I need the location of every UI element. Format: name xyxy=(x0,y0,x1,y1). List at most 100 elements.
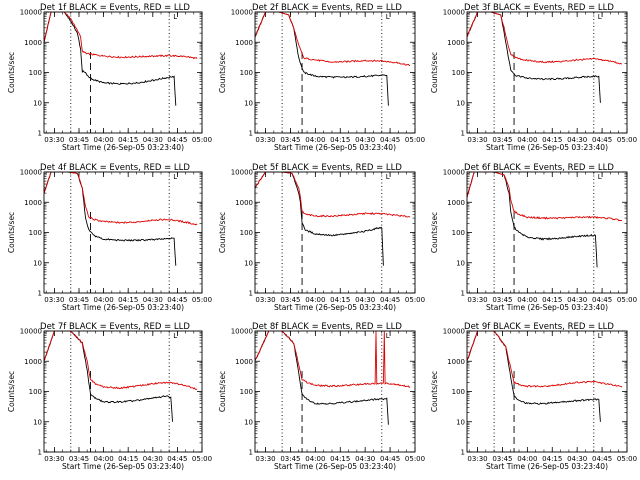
y-tick-label: 1000 xyxy=(24,358,42,366)
x-tick-label: 04:00 xyxy=(93,455,113,463)
x-tick-label: 05:00 xyxy=(405,136,425,144)
y-tick-label: 10 xyxy=(456,99,465,107)
chart-panel: Det 4f BLACK = Events, RED = LLD Counts/s… xyxy=(7,163,212,312)
x-tick-label: 04:45 xyxy=(592,136,612,144)
x-tick-label: 04:00 xyxy=(517,296,537,304)
x-axis-label: Start Time (26-Sep-05 03:23:40) xyxy=(274,303,396,312)
y-tick-label: 1 xyxy=(38,130,42,138)
x-tick-label: 04:00 xyxy=(305,455,325,463)
y-tick-label: 100 xyxy=(240,229,253,237)
panel-title: Det 9f BLACK = Events, RED = LLD xyxy=(464,322,614,332)
events-series-line xyxy=(467,12,601,103)
lld-series-line xyxy=(467,12,623,65)
x-tick-label: 04:30 xyxy=(355,136,375,144)
events-series-line xyxy=(44,331,173,422)
y-tick-label: 1000 xyxy=(235,358,253,366)
y-tick-label: 100 xyxy=(29,388,42,396)
chart-panel: Det 2f BLACK = Events, RED = LLD Counts/s… xyxy=(218,3,425,152)
x-axis-label: Start Time (26-Sep-05 03:23:40) xyxy=(62,462,184,471)
plot-frame xyxy=(254,330,416,453)
plot-frame xyxy=(43,11,203,134)
x-tick-label: 05:00 xyxy=(192,455,212,463)
plot-frame xyxy=(466,11,628,134)
x-tick-label: 05:00 xyxy=(617,455,637,463)
y-tick-label: 10 xyxy=(456,259,465,267)
y-axis-label: Counts/sec xyxy=(7,52,16,93)
y-axis-label: Counts/sec xyxy=(430,371,439,412)
plot-frame xyxy=(466,330,628,453)
l-marker-label: L xyxy=(386,173,390,181)
x-axis-label: Start Time (26-Sep-05 03:23:40) xyxy=(274,462,396,471)
chart-panel: Det 3f BLACK = Events, RED = LLD Counts/s… xyxy=(430,3,637,152)
x-tick-label: 03:30 xyxy=(255,455,275,463)
x-axis-label: Start Time (26-Sep-05 03:23:40) xyxy=(274,143,396,152)
x-tick-label: 04:45 xyxy=(167,136,187,144)
y-tick-label: 1 xyxy=(249,290,253,298)
x-tick-label: 05:00 xyxy=(192,296,212,304)
x-tick-label: 03:45 xyxy=(492,136,512,144)
y-tick-label: 100 xyxy=(29,69,42,77)
y-axis-label: Counts/sec xyxy=(430,52,439,93)
l-marker-label: L xyxy=(386,332,390,340)
panel-title: Det 4f BLACK = Events, RED = LLD xyxy=(40,163,190,173)
events-series-line xyxy=(255,172,384,266)
l-marker-label: L xyxy=(173,13,177,21)
x-tick-label: 04:30 xyxy=(143,455,163,463)
x-tick-label: 03:30 xyxy=(467,455,487,463)
chart-panel: Det 7f BLACK = Events, RED = LLD Counts/s… xyxy=(7,322,212,471)
events-series-line xyxy=(467,331,601,422)
x-axis-label: Start Time (26-Sep-05 03:23:40) xyxy=(486,303,608,312)
x-tick-label: 04:15 xyxy=(330,296,350,304)
y-tick-label: 100 xyxy=(240,69,253,77)
x-tick-label: 04:00 xyxy=(305,296,325,304)
y-tick-label: 1 xyxy=(249,130,253,138)
x-tick-label: 04:00 xyxy=(93,296,113,304)
x-tick-label: 03:45 xyxy=(69,136,89,144)
panel-title: Det 6f BLACK = Events, RED = LLD xyxy=(464,163,614,173)
chart-panel: Det 6f BLACK = Events, RED = LLD Counts/s… xyxy=(430,163,637,312)
y-tick-label: 10 xyxy=(456,418,465,426)
x-axis-label: Start Time (26-Sep-05 03:23:40) xyxy=(486,462,608,471)
x-tick-label: 04:45 xyxy=(380,296,400,304)
events-series-line xyxy=(44,12,177,106)
y-tick-label: 10000 xyxy=(443,328,465,336)
x-tick-label: 03:30 xyxy=(44,136,64,144)
x-tick-label: 03:45 xyxy=(69,455,89,463)
panel-title: Det 5f BLACK = Events, RED = LLD xyxy=(252,163,402,173)
l-marker-label: L xyxy=(173,332,177,340)
x-tick-label: 03:30 xyxy=(44,455,64,463)
plot-frame xyxy=(43,171,203,294)
l-marker-label: L xyxy=(386,13,390,21)
y-tick-label: 100 xyxy=(240,388,253,396)
x-tick-label: 03:45 xyxy=(280,136,300,144)
events-series-line xyxy=(255,331,389,425)
x-tick-label: 04:45 xyxy=(167,455,187,463)
l-marker-label: L xyxy=(598,332,602,340)
x-tick-label: 04:15 xyxy=(542,296,562,304)
events-series-line xyxy=(255,12,389,106)
panel-title: Det 2f BLACK = Events, RED = LLD xyxy=(252,3,402,13)
x-tick-label: 03:30 xyxy=(467,136,487,144)
x-tick-label: 04:15 xyxy=(542,455,562,463)
x-tick-label: 05:00 xyxy=(405,296,425,304)
x-tick-label: 04:45 xyxy=(380,455,400,463)
x-tick-label: 04:45 xyxy=(592,455,612,463)
x-tick-label: 04:15 xyxy=(542,136,562,144)
plot-frame xyxy=(43,330,203,453)
lld-series-line xyxy=(255,331,411,388)
y-tick-label: 1000 xyxy=(447,358,465,366)
lld-series-line xyxy=(44,12,198,60)
y-axis-label: Counts/sec xyxy=(218,371,227,412)
x-tick-label: 05:00 xyxy=(617,136,637,144)
l-marker-label: L xyxy=(598,13,602,21)
x-tick-label: 04:30 xyxy=(567,455,587,463)
y-tick-label: 1 xyxy=(461,130,465,138)
y-tick-label: 1000 xyxy=(447,199,465,207)
x-tick-label: 04:30 xyxy=(355,296,375,304)
y-axis-label: Counts/sec xyxy=(218,212,227,253)
x-tick-label: 04:45 xyxy=(167,296,187,304)
y-tick-label: 10000 xyxy=(20,9,42,17)
x-tick-label: 03:30 xyxy=(467,296,487,304)
y-tick-label: 1 xyxy=(38,449,42,457)
x-tick-label: 05:00 xyxy=(617,296,637,304)
